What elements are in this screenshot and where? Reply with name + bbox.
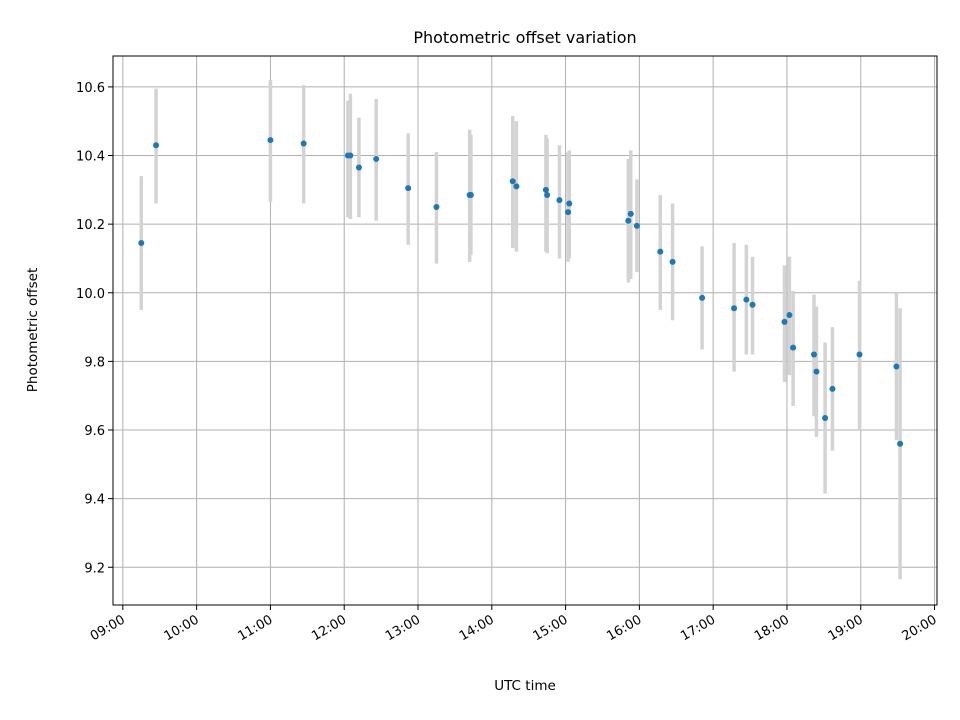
data-point [355, 164, 362, 171]
data-point [373, 155, 380, 162]
data-point [542, 186, 549, 193]
data-points [138, 137, 904, 447]
data-point [893, 363, 900, 370]
y-axis-label: Photometric offset [25, 268, 41, 392]
data-point [790, 344, 797, 351]
y-tick-label: 10.4 [76, 150, 105, 165]
y-tick-label: 9.2 [84, 561, 105, 576]
data-point [267, 137, 274, 144]
y-axis-ticks: 9.2 9.4 9.6 9.8 10.0 10.2 10.4 10.6 [76, 81, 113, 576]
data-point [856, 351, 863, 358]
data-point [657, 248, 664, 255]
data-point [811, 351, 818, 358]
data-point [822, 414, 829, 421]
data-point [625, 217, 632, 224]
data-point [347, 152, 354, 159]
x-axis-label: UTC time [494, 678, 556, 694]
data-point [300, 140, 307, 147]
y-tick-label: 9.4 [84, 493, 105, 508]
data-point [556, 197, 563, 204]
data-point [749, 301, 756, 308]
plot-frame [112, 55, 938, 606]
data-point [565, 209, 572, 216]
data-point [731, 305, 738, 312]
y-tick-label: 9.8 [84, 355, 105, 370]
data-point [513, 183, 520, 190]
y-tick-label: 9.6 [84, 424, 105, 439]
data-point [544, 191, 551, 198]
y-tick-label: 10.0 [76, 287, 105, 302]
data-point [566, 200, 573, 207]
chart-title: Photometric offset variation [413, 28, 636, 47]
data-point [781, 318, 788, 325]
data-point [633, 222, 640, 229]
data-point [813, 368, 820, 375]
data-point [467, 191, 474, 198]
data-point [669, 258, 676, 265]
data-point [153, 142, 160, 149]
data-point [627, 210, 634, 217]
y-tick-label: 10.2 [76, 218, 105, 233]
data-point [138, 240, 145, 247]
data-point [829, 385, 836, 392]
data-point [699, 294, 706, 301]
data-point [433, 203, 440, 210]
data-point [405, 185, 412, 192]
data-point [897, 440, 904, 447]
data-point [509, 178, 516, 185]
data-point [743, 296, 750, 303]
y-tick-label: 10.6 [76, 81, 105, 96]
data-point [786, 312, 793, 319]
